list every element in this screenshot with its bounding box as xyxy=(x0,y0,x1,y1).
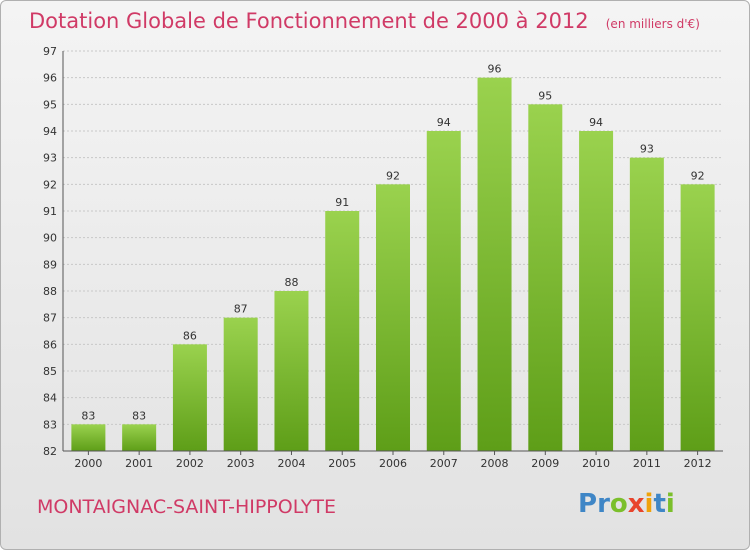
x-tick-label: 2001 xyxy=(125,457,153,470)
data-label: 93 xyxy=(640,143,654,156)
data-label: 94 xyxy=(589,116,603,129)
logo-letter: t xyxy=(653,489,666,519)
bar xyxy=(579,131,614,451)
y-tick-label: 82 xyxy=(43,445,57,458)
y-tick-label: 96 xyxy=(43,72,57,85)
logo-letter: o xyxy=(609,489,628,519)
logo-letter: r xyxy=(597,489,610,519)
y-tick-label: 90 xyxy=(43,232,57,245)
x-tick-label: 2005 xyxy=(328,457,356,470)
data-label: 83 xyxy=(81,409,95,422)
x-axis-ticks: 2000 2001 2002 2003 2004 2005 2006 2007 2008 2009… xyxy=(74,451,712,470)
y-tick-label: 84 xyxy=(43,392,57,405)
bar xyxy=(122,424,157,451)
data-label: 96 xyxy=(488,63,502,76)
data-label: 95 xyxy=(538,89,552,102)
data-label: 94 xyxy=(437,116,451,129)
y-tick-label: 94 xyxy=(43,125,57,138)
data-label: 92 xyxy=(691,169,705,182)
bar xyxy=(477,77,512,452)
bar xyxy=(426,131,461,451)
y-tick-label: 89 xyxy=(43,258,57,271)
x-tick-label: 2002 xyxy=(176,457,204,470)
data-labels: 83 83 86 87 88 91 92 94 96 95 94 93 92 xyxy=(81,63,704,423)
y-tick-label: 95 xyxy=(43,98,57,111)
bars xyxy=(71,77,715,452)
x-tick-label: 2011 xyxy=(633,457,661,470)
bar xyxy=(325,211,360,451)
y-tick-label: 93 xyxy=(43,152,57,165)
data-label: 92 xyxy=(386,169,400,182)
bar xyxy=(376,184,410,452)
x-tick-label: 2007 xyxy=(430,457,458,470)
x-tick-label: 2009 xyxy=(531,457,559,470)
y-axis-ticks: 82 83 84 85 86 87 88 89 90 91 92 93 94 95 96 97 xyxy=(43,45,57,458)
bar xyxy=(680,184,715,452)
axes xyxy=(62,51,723,452)
y-tick-label: 83 xyxy=(43,418,57,431)
x-tick-label: 2006 xyxy=(379,457,407,470)
bar xyxy=(629,157,664,451)
bar xyxy=(172,344,207,451)
y-tick-label: 97 xyxy=(43,45,57,58)
bar xyxy=(528,104,563,451)
bar xyxy=(223,317,258,451)
data-label: 87 xyxy=(234,303,248,316)
y-tick-label: 87 xyxy=(43,312,57,325)
data-label: 86 xyxy=(183,329,197,342)
x-tick-label: 2012 xyxy=(684,457,712,470)
bar xyxy=(274,291,309,451)
y-tick-label: 91 xyxy=(43,205,57,218)
data-label: 83 xyxy=(132,409,146,422)
chart-subtitle: (en milliers d'€) xyxy=(605,17,700,31)
x-tick-label: 2000 xyxy=(74,457,102,470)
x-tick-label: 2003 xyxy=(227,457,255,470)
logo-letter: P xyxy=(578,489,598,519)
y-tick-label: 92 xyxy=(43,178,57,191)
x-tick-label: 2008 xyxy=(481,457,509,470)
logo-letter: i xyxy=(644,489,654,519)
x-tick-label: 2004 xyxy=(277,457,305,470)
y-tick-label: 85 xyxy=(43,365,57,378)
data-label: 88 xyxy=(284,276,298,289)
y-tick-label: 88 xyxy=(43,285,57,298)
chart-title: Dotation Globale de Fonctionnement de 20… xyxy=(29,9,589,33)
proxiti-logo[interactable]: Proxiti xyxy=(578,489,675,519)
data-label: 91 xyxy=(335,196,349,209)
y-tick-label: 86 xyxy=(43,338,57,351)
logo-letter: i xyxy=(665,489,675,519)
x-tick-label: 2010 xyxy=(582,457,610,470)
chart-title-block: Dotation Globale de Fonctionnement de 20… xyxy=(29,9,700,33)
commune-name: MONTAIGNAC-SAINT-HIPPOLYTE xyxy=(37,496,336,518)
logo-letter: x xyxy=(627,489,645,519)
bar xyxy=(71,424,106,451)
